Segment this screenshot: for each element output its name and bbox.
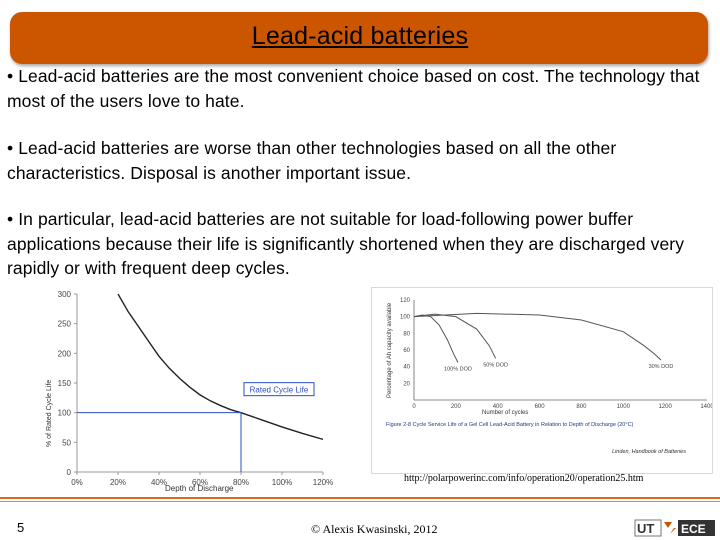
- y-tick-label: 200: [58, 349, 72, 358]
- x-axis-label: Number of cycles: [482, 410, 528, 416]
- figure-source: Linden, Handbook of Batteries: [612, 449, 686, 455]
- x-tick-label: 200: [451, 404, 462, 410]
- series-label: 100% DOD: [444, 367, 472, 373]
- x-tick-label: 1400: [700, 404, 712, 410]
- y-axis-label: % of Rated Cycle Life: [46, 380, 53, 447]
- y-tick-label: 150: [58, 379, 72, 388]
- page-number: 5: [17, 520, 25, 535]
- bullet-characteristics: • Lead-acid batteries are worse than oth…: [7, 138, 617, 183]
- bullet-load-following: • In particular, lead-acid batteries are…: [7, 209, 685, 278]
- ut-ece-logo: UT ECE: [634, 519, 716, 537]
- y-tick-label: 20: [403, 381, 410, 387]
- x-tick-label: 20%: [110, 478, 126, 487]
- x-tick-label: 0: [412, 404, 416, 410]
- y-tick-label: 250: [58, 320, 72, 329]
- y-tick-label: 80: [403, 331, 410, 337]
- source-url: http://polarpowerinc.com/info/operation2…: [404, 473, 644, 484]
- capacity-cycles-chart: Percentage of Ah capacity available Numb…: [371, 287, 714, 474]
- capacity-curve-1: [413, 313, 497, 359]
- x-tick-label: 60%: [192, 478, 208, 487]
- footer-divider: [0, 497, 720, 499]
- x-axis-label: Depth of Discharge: [165, 484, 234, 493]
- y-tick-label: 300: [58, 290, 72, 299]
- y-axis-label: Percentage of Ah capacity available: [387, 302, 393, 398]
- series-label: 50% DOD: [483, 362, 508, 368]
- rated-cycle-life-label: Rated Cycle Life: [250, 386, 309, 395]
- rated-cycle-life-box: [243, 382, 315, 397]
- logo-ut: UT: [637, 521, 654, 536]
- y-tick-label: 60: [403, 348, 410, 354]
- x-tick-label: 800: [576, 404, 587, 410]
- title-bar: [10, 12, 708, 64]
- cycle-life-chart-svg: % of Rated Cycle Life Depth of Discharge…: [46, 290, 333, 493]
- y-tick-label: 100: [58, 409, 72, 418]
- capacity-cycles-chart-svg: Percentage of Ah capacity available Numb…: [386, 298, 714, 455]
- copyright-text: © Alexis Kwasinski, 2012: [311, 522, 438, 536]
- x-tick-label: 40%: [151, 478, 167, 487]
- cycle-life-chart: % of Rated Cycle Life Depth of Discharge…: [25, 282, 347, 494]
- logo-ece: ECE: [681, 522, 706, 536]
- x-tick-label: 120%: [313, 478, 333, 487]
- x-tick-label: 600: [535, 404, 546, 410]
- capacity-curve-0: [413, 314, 459, 363]
- y-tick-label: 40: [403, 365, 410, 371]
- y-tick-label: 50: [62, 438, 71, 447]
- x-tick-label: 1000: [617, 404, 631, 410]
- slide-title: Lead-acid batteries: [251, 22, 469, 50]
- bullet-cost: • Lead-acid batteries are the most conve…: [7, 66, 700, 111]
- capacity-curve-2: [413, 312, 662, 361]
- x-tick-label: 80%: [233, 478, 249, 487]
- y-tick-label: 120: [400, 298, 411, 304]
- y-tick-label: 100: [400, 315, 411, 321]
- figure-caption: Figure 2-8 Cycle Service Life of a Gel C…: [386, 422, 634, 428]
- x-tick-label: 100%: [272, 478, 292, 487]
- x-tick-label: 1200: [658, 404, 672, 410]
- cycle-life-curve: [117, 293, 324, 441]
- series-label: 30% DOD: [649, 364, 674, 370]
- x-tick-label: 400: [493, 404, 504, 410]
- footer-divider-thin: [0, 501, 720, 502]
- x-tick-label: 0%: [71, 478, 83, 487]
- y-tick-label: 0: [67, 468, 72, 477]
